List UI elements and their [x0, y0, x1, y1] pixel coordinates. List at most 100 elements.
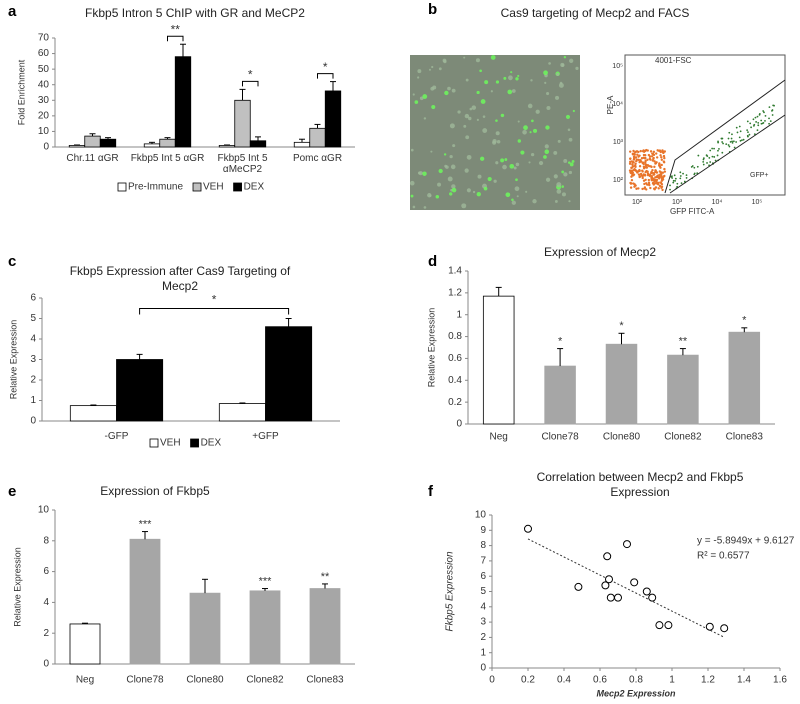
facs-event	[642, 165, 646, 168]
micrograph-cell	[532, 199, 537, 204]
micrograph-cell	[568, 200, 571, 203]
micrograph-cell	[567, 161, 571, 164]
bar	[129, 538, 161, 665]
facs-event	[702, 157, 705, 160]
micrograph-cell	[449, 154, 453, 159]
micrograph-cell	[530, 153, 535, 157]
facs-event	[652, 187, 656, 190]
facs-event	[746, 120, 749, 123]
facs-event	[731, 133, 733, 136]
legend-label: VEH	[203, 182, 224, 193]
x-tick-label-box: -GFP	[105, 431, 129, 442]
facs-event	[630, 166, 633, 170]
facs-event	[696, 165, 699, 168]
panel-letter: c	[8, 253, 16, 270]
micrograph-cell	[451, 88, 456, 93]
bar	[69, 405, 117, 422]
bar	[68, 145, 86, 148]
x-tick-label: Clone82	[664, 432, 702, 443]
facs-event	[630, 178, 634, 182]
micrograph-cell	[476, 191, 481, 197]
micrograph-cell	[464, 168, 469, 173]
chart-title: Mecp2	[162, 279, 198, 293]
micrograph-cell	[546, 91, 550, 96]
micrograph-cell	[503, 76, 507, 80]
facs-event	[649, 165, 652, 168]
y-tick-label: 30	[38, 95, 50, 106]
y-axis-label: Relative Expression	[426, 308, 436, 388]
micrograph-cell	[556, 189, 562, 194]
facs-event	[649, 158, 652, 161]
micrograph-cell	[528, 161, 531, 164]
facs-event	[757, 124, 760, 127]
micrograph-cell	[422, 94, 428, 99]
micrograph-cell	[422, 171, 427, 176]
point	[705, 622, 714, 631]
facs-event	[738, 125, 741, 128]
facs-event	[706, 155, 709, 157]
micrograph-cell	[430, 86, 435, 91]
x-tick-label: Clone78	[126, 675, 164, 686]
facs-event	[669, 184, 671, 187]
facs-event	[708, 157, 711, 159]
facs-event	[717, 141, 720, 144]
micrograph-cell	[412, 205, 416, 209]
micrograph-cell	[476, 118, 479, 121]
micrograph-cell	[548, 62, 551, 65]
x-tick-label: Clone80	[603, 432, 641, 443]
micrograph-cell	[575, 66, 579, 70]
micrograph-cell	[500, 158, 505, 163]
facs-event	[640, 157, 644, 160]
y-tick-label: 6	[480, 571, 486, 582]
x-tick-label: 0.2	[521, 675, 535, 686]
significance-bracket	[317, 73, 334, 79]
facs-event	[693, 172, 696, 175]
x-tick-label: 1.6	[773, 675, 787, 686]
facs-event	[638, 168, 641, 172]
facs-event	[679, 175, 682, 177]
micrograph-cell	[423, 206, 427, 209]
facs-event	[631, 152, 635, 156]
micrograph-cell	[423, 117, 427, 120]
point	[524, 524, 532, 533]
y-tick-label: 3	[30, 354, 36, 365]
facs-event	[768, 106, 771, 109]
micrograph-cell	[500, 113, 505, 118]
micrograph-cell	[463, 124, 467, 128]
x-tick-label-box: Pomc αGR	[293, 153, 342, 164]
legend-label: DEX	[244, 182, 265, 193]
facs-event	[749, 122, 752, 125]
y-tick-label: 8	[480, 540, 486, 551]
facs-event	[660, 163, 663, 167]
x-axis-label: Mecp2 Expression	[596, 688, 676, 698]
legend-swatch	[233, 182, 242, 192]
facs-event	[629, 150, 632, 153]
facs-event	[638, 175, 642, 178]
legend-label: Pre-Immune	[128, 182, 183, 193]
micrograph-cell	[482, 115, 486, 118]
facs-event	[659, 150, 662, 154]
micrograph-cell	[510, 71, 513, 74]
facs-event	[637, 187, 640, 190]
facs-event	[632, 157, 636, 161]
facs-event	[662, 154, 666, 158]
y-tick-label: 50	[38, 64, 50, 75]
point	[655, 621, 664, 630]
facs-event	[658, 177, 661, 180]
micrograph-cell	[442, 58, 447, 63]
trendline-equation: y = -5.8949x + 9.6127	[697, 536, 795, 547]
facs-event	[641, 149, 645, 153]
y-tick-label: 0	[480, 663, 486, 674]
y-tick-label: 10	[38, 126, 50, 137]
facs-event	[663, 170, 667, 173]
facs-event	[629, 160, 632, 164]
facs-event	[644, 159, 647, 163]
y-tick-label: 10	[38, 505, 50, 516]
facs-event	[654, 182, 657, 185]
facs-x-tick-label: 10⁴	[712, 199, 723, 206]
micrograph-cell	[516, 195, 519, 198]
point	[720, 624, 729, 633]
bar	[143, 143, 161, 148]
micrograph-cell	[465, 78, 469, 82]
facs-event	[716, 154, 719, 157]
